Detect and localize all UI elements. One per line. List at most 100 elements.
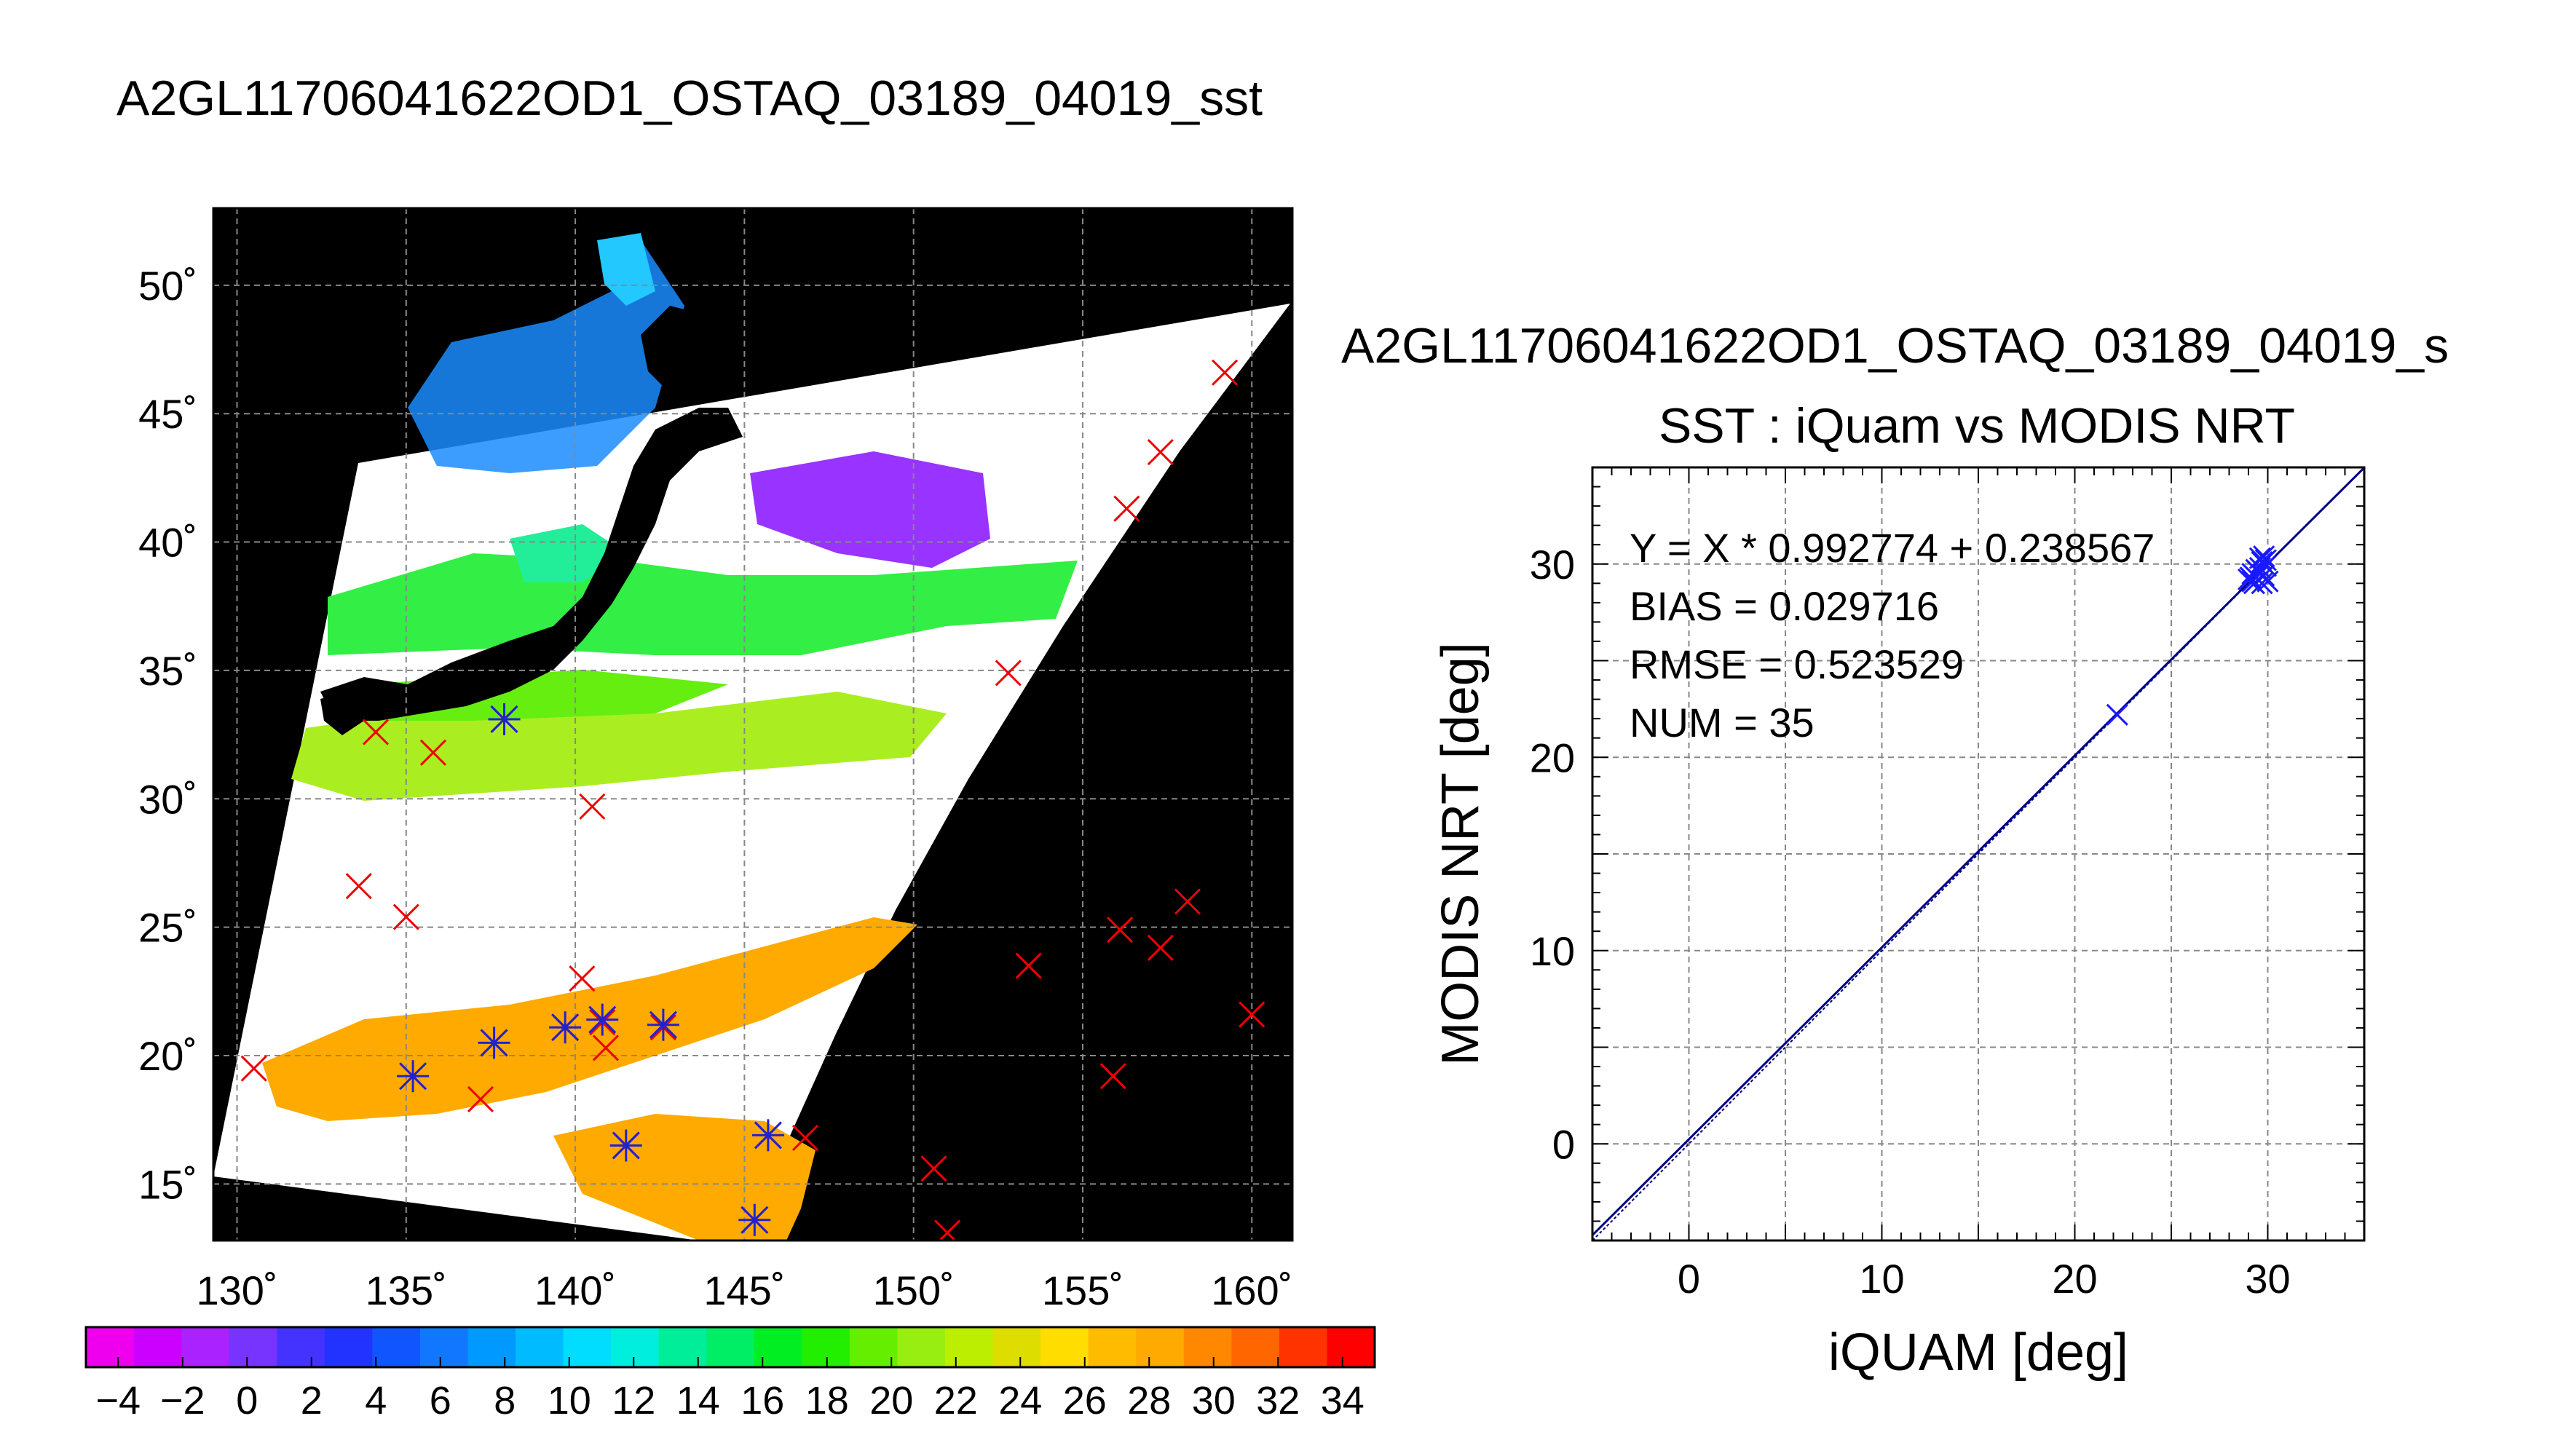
map-x-tick-label: 155˚	[1042, 1267, 1124, 1313]
one-to-one-line	[1592, 467, 2365, 1241]
colorbar-segment	[86, 1327, 135, 1367]
map-iquam-point	[392, 903, 419, 930]
colorbar-tick-label: 32	[1256, 1379, 1300, 1423]
colorbar-tick-label: 16	[741, 1379, 784, 1423]
map-matched-point	[609, 1129, 642, 1162]
colorbar-segment	[229, 1327, 277, 1367]
colorbar-segment	[992, 1327, 1041, 1367]
land-japan-main	[320, 408, 743, 721]
scatter-title-line1: A2GL11706041622OD1_OSTAQ_03189_04019_s	[1341, 318, 2449, 373]
colorbar-segment	[372, 1327, 421, 1367]
land-hokkaido	[641, 306, 765, 393]
colorbar-tick-label: 30	[1192, 1379, 1236, 1423]
map-iquam-point	[1015, 952, 1042, 979]
colorbar-tick-label: 6	[430, 1379, 451, 1423]
map-iquam-point	[1147, 439, 1174, 466]
colorbar-tick-label: 14	[676, 1379, 720, 1423]
colorbar-segment	[277, 1327, 325, 1367]
map-iquam-point	[1107, 917, 1134, 943]
map-y-tick-label: 50˚	[138, 263, 197, 309]
colorbar-tick-label: 26	[1063, 1379, 1107, 1423]
map-y-tick-label: 40˚	[138, 520, 197, 566]
land-kyushu	[320, 692, 364, 735]
sst-patch-purple	[750, 451, 990, 568]
map-matched-point	[397, 1060, 430, 1093]
colorbar-segment	[563, 1327, 612, 1367]
scatter-y-axis-label: MODIS NRT [deg]	[1431, 642, 1490, 1066]
colorbar-segment	[611, 1327, 660, 1367]
land-kurils	[765, 342, 903, 386]
colorbar-segment	[467, 1327, 516, 1367]
colorbar-tick-label: 18	[805, 1379, 849, 1423]
scatter-annotation-bias: BIAS = 0.029716	[1630, 583, 1939, 629]
map-x-tick-label: 140˚	[534, 1267, 616, 1313]
scatter-x-tick-label: 30	[2245, 1256, 2290, 1302]
map-matched-point	[751, 1119, 784, 1152]
colorbar-segment	[1327, 1327, 1375, 1367]
colorbar-tick-label: 0	[236, 1379, 258, 1423]
scatter-annotation-rmse: RMSE = 0.523529	[1630, 641, 1964, 687]
colorbar-tick-label: 8	[494, 1379, 516, 1423]
map-x-tick-labels: 130˚ 135˚ 140˚ 145˚ 150˚ 155˚ 160˚	[196, 1267, 1292, 1313]
map-iquam-point	[579, 793, 606, 820]
scatter-minor-ticks	[1592, 467, 2365, 1241]
map-matched-point	[488, 703, 521, 735]
map-iquam-point	[1212, 359, 1239, 386]
scatter-y-tick-labels: 0 10 20 30	[1530, 542, 1575, 1168]
colorbar-segment	[802, 1327, 850, 1367]
map-matched-point	[478, 1026, 510, 1059]
colorbar-segment	[181, 1327, 230, 1367]
map-matched-point	[586, 1003, 619, 1036]
land-sakhalin	[684, 240, 728, 320]
colorbar-tick-label: 34	[1321, 1379, 1365, 1423]
map-frame	[212, 207, 1294, 1242]
scatter-frame	[1591, 466, 2366, 1242]
scatter-x-tick-label: 0	[1678, 1256, 1700, 1302]
map-iquam-point	[1147, 934, 1174, 961]
scatter-point	[2253, 545, 2275, 568]
colorbar-segment	[1279, 1327, 1327, 1367]
scatter-point	[2245, 558, 2267, 581]
map-matched-point	[549, 1011, 582, 1044]
swath-area	[213, 304, 1290, 1241]
map-iquam-point	[1113, 495, 1140, 522]
scatter-x-tick-label: 10	[1859, 1256, 1904, 1302]
map-y-tick-label: 20˚	[138, 1033, 197, 1079]
colorbar-segment	[1231, 1327, 1280, 1367]
colorbar-tick-label: 12	[612, 1379, 655, 1423]
colorbar-segment	[419, 1327, 468, 1367]
sst-patch-cyan	[597, 233, 655, 306]
scatter-point	[2241, 570, 2264, 593]
colorbar-segment	[1088, 1327, 1137, 1367]
sst-patches	[262, 233, 1078, 1241]
map-iquam-point	[1239, 1001, 1265, 1028]
map-iquam-point	[934, 1219, 961, 1241]
map-y-tick-label: 35˚	[138, 648, 197, 694]
map-iquam-point	[1099, 1063, 1126, 1090]
scatter-annotation-num: NUM = 35	[1630, 700, 1814, 745]
map-iquam-point	[345, 873, 372, 900]
scatter-annotation-fit: Y = X * 0.992774 + 0.238567	[1630, 525, 2155, 571]
colorbar-segment	[706, 1327, 755, 1367]
colorbar-segment	[897, 1327, 946, 1367]
sst-patch-green	[328, 553, 1078, 655]
scatter-points	[2106, 545, 2279, 726]
colorbar-tick-label: 28	[1127, 1379, 1171, 1423]
colorbar-tick-label: 2	[301, 1379, 323, 1423]
regression-line	[1591, 467, 2366, 1236]
scatter-y-tick-label: 10	[1530, 928, 1575, 974]
map-x-tick-label: 130˚	[196, 1267, 277, 1313]
scatter-point	[2106, 703, 2128, 726]
colorbar: −4 −2 0 2 4 6 8 10 12 14 16 18 20 22 24 26 28 30 32 34	[84, 1326, 1376, 1423]
map-points	[240, 359, 1265, 1241]
colorbar-segment	[1040, 1327, 1089, 1367]
colorbar-segment	[945, 1327, 994, 1367]
colorbar-segment	[516, 1327, 564, 1367]
colorbar-tick-label: −4	[95, 1379, 141, 1423]
scatter-y-tick-label: 20	[1530, 735, 1575, 780]
sst-patch-blue	[408, 240, 684, 473]
map-iquam-point	[467, 1085, 494, 1113]
map-iquam-point	[995, 660, 1022, 687]
map-iquam-point	[592, 1034, 619, 1061]
